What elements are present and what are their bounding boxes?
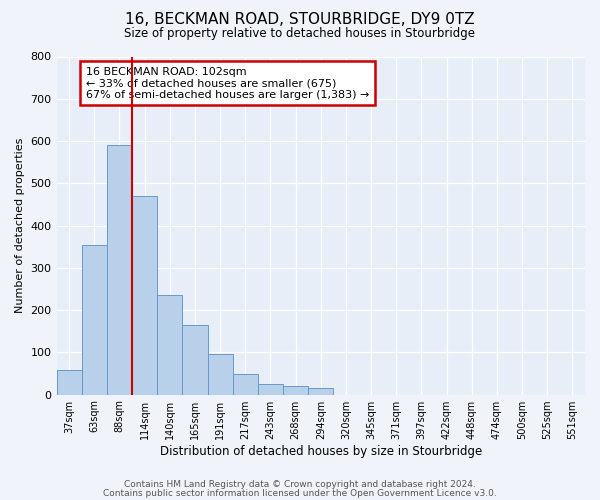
X-axis label: Distribution of detached houses by size in Stourbridge: Distribution of detached houses by size … [160,444,482,458]
Bar [258,384,283,394]
Text: Contains public sector information licensed under the Open Government Licence v3: Contains public sector information licen… [103,489,497,498]
Text: 16 BECKMAN ROAD: 102sqm
← 33% of detached houses are smaller (675)
67% of semi-d: 16 BECKMAN ROAD: 102sqm ← 33% of detache… [86,66,369,100]
Bar [132,196,157,394]
Bar [182,325,208,394]
Bar [82,244,107,394]
Bar [233,374,258,394]
Text: Size of property relative to detached houses in Stourbridge: Size of property relative to detached ho… [125,28,476,40]
Bar [308,388,334,394]
Text: Contains HM Land Registry data © Crown copyright and database right 2024.: Contains HM Land Registry data © Crown c… [124,480,476,489]
Bar [208,354,233,395]
Bar [56,370,82,394]
Text: 16, BECKMAN ROAD, STOURBRIDGE, DY9 0TZ: 16, BECKMAN ROAD, STOURBRIDGE, DY9 0TZ [125,12,475,28]
Y-axis label: Number of detached properties: Number of detached properties [15,138,25,313]
Bar [157,296,182,394]
Bar [283,386,308,394]
Bar [107,145,132,394]
